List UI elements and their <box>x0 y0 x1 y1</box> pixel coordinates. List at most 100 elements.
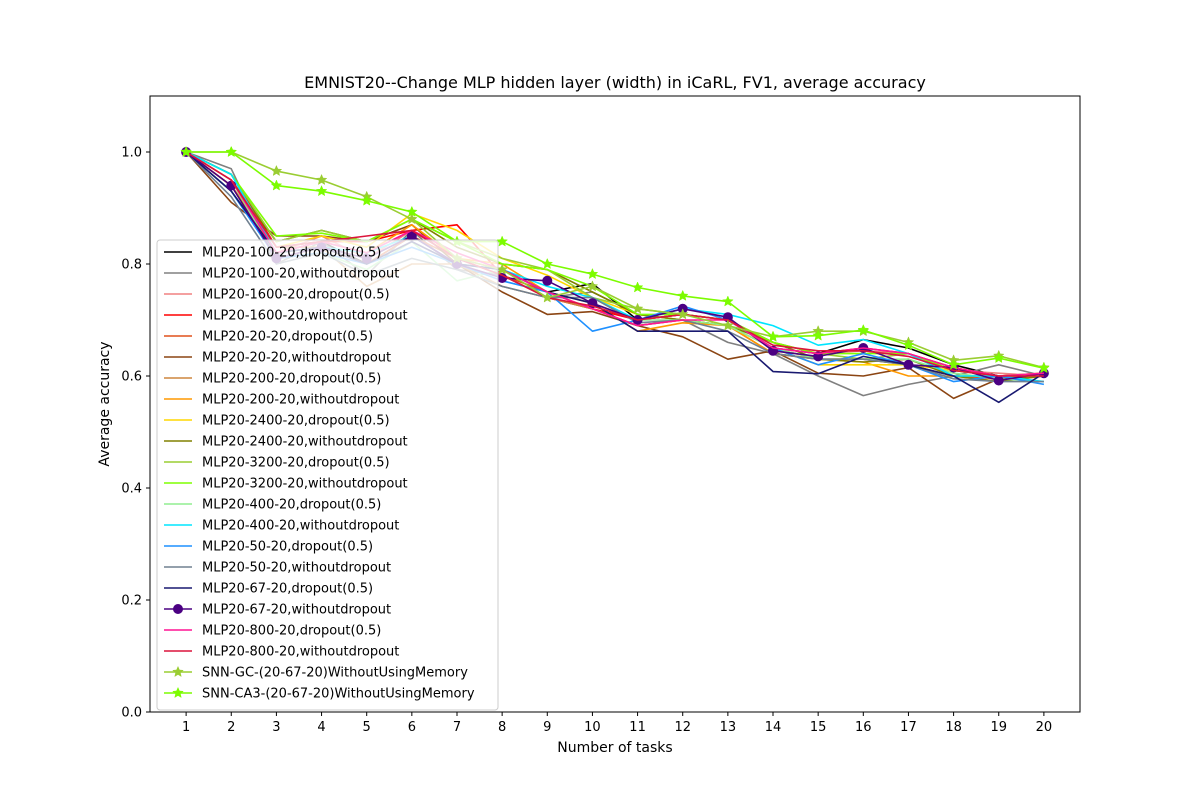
legend-entry: MLP20-2400-20,withoutdropout <box>164 435 408 450</box>
series-point <box>631 281 644 293</box>
series-point <box>180 145 192 157</box>
legend-label: MLP20-1600-20,dropout(0.5) <box>202 288 390 303</box>
legend-label: MLP20-3200-20,dropout(0.5) <box>202 456 390 471</box>
legend-label: MLP20-2400-20,withoutdropout <box>202 435 408 450</box>
series-point <box>315 173 328 185</box>
series-point <box>947 358 960 370</box>
legend-entry: MLP20-20-20,dropout(0.5) <box>164 330 373 345</box>
x-tick-label: 18 <box>945 720 962 735</box>
x-tick-label: 11 <box>629 720 646 735</box>
series-point <box>542 275 553 286</box>
legend-entry: SNN-CA3-(20-67-20)WithoutUsingMemory <box>164 687 475 702</box>
x-tick-label: 7 <box>453 720 461 735</box>
series-point <box>812 329 825 341</box>
legend-label: MLP20-800-20,withoutdropout <box>202 645 399 660</box>
legend-label: MLP20-100-20,withoutdropout <box>202 267 399 282</box>
series-6 <box>185 151 1044 400</box>
legend-marker <box>172 686 184 698</box>
series-point <box>903 359 914 370</box>
series-line <box>185 151 1044 377</box>
legend-entry: MLP20-400-20,withoutdropout <box>164 519 399 534</box>
chart-title: EMNIST20--Change MLP hidden layer (width… <box>304 73 926 92</box>
legend-label: MLP20-3200-20,withoutdropout <box>202 477 408 492</box>
legend-marker <box>173 604 183 614</box>
x-tick-label: 12 <box>674 720 691 735</box>
series-point <box>813 351 824 362</box>
series-12 <box>185 151 1044 377</box>
series-point <box>586 280 599 292</box>
series-point <box>315 185 328 197</box>
x-tick-label: 2 <box>227 720 235 735</box>
legend-entry: MLP20-20-20,withoutdropout <box>164 351 391 366</box>
series-point <box>270 179 283 191</box>
x-tick-label: 16 <box>855 720 872 735</box>
x-tick-label: 20 <box>1036 720 1053 735</box>
series-point <box>992 351 1005 364</box>
x-tick-label: 8 <box>498 720 506 735</box>
legend-label: MLP20-400-20,withoutdropout <box>202 519 399 534</box>
legend-entry: MLP20-50-20,dropout(0.5) <box>164 540 373 555</box>
legend-label: MLP20-200-20,withoutdropout <box>202 393 399 408</box>
series-point <box>541 291 554 303</box>
x-tick-label: 9 <box>543 720 551 735</box>
legend-entry: MLP20-400-20,dropout(0.5) <box>164 498 381 513</box>
legend-entry: MLP20-100-20,dropout(0.5) <box>164 246 381 261</box>
legend-entry: SNN-GC-(20-67-20)WithoutUsingMemory <box>164 666 468 681</box>
legend-entry: MLP20-200-20,dropout(0.5) <box>164 372 381 387</box>
series-line <box>185 151 1044 377</box>
series-11 <box>185 151 1044 377</box>
series-9 <box>185 151 1044 377</box>
series-point <box>270 164 283 177</box>
series-point <box>676 289 689 301</box>
legend-label: MLP20-50-20,withoutdropout <box>202 561 391 576</box>
series-line <box>185 151 1044 377</box>
legend-entry: MLP20-100-20,withoutdropout <box>164 267 399 282</box>
legend-entry: MLP20-67-20,withoutdropout <box>164 603 391 618</box>
legend-entry: MLP20-2400-20,dropout(0.5) <box>164 414 390 429</box>
legend-label: MLP20-50-20,dropout(0.5) <box>202 540 373 555</box>
series-point <box>993 375 1004 386</box>
x-tick-label: 6 <box>408 720 416 735</box>
plot-frame <box>149 95 1081 713</box>
series-point <box>857 323 870 336</box>
x-tick-label: 17 <box>900 720 917 735</box>
legend-entry: MLP20-67-20,dropout(0.5) <box>164 582 373 597</box>
legend-label: MLP20-100-20,dropout(0.5) <box>202 246 381 261</box>
legend-label: MLP20-800-20,dropout(0.5) <box>202 624 381 639</box>
y-tick-label: 1.0 <box>121 146 142 161</box>
x-tick-label: 10 <box>584 720 601 735</box>
series-point <box>541 257 554 269</box>
x-tick-label: 14 <box>765 720 782 735</box>
series-line <box>186 151 1045 369</box>
series-point <box>360 194 373 206</box>
y-tick-label: 0.4 <box>121 482 142 497</box>
series-line <box>185 151 1044 400</box>
legend-label: MLP20-20-20,withoutdropout <box>202 351 391 366</box>
series-point <box>631 302 644 314</box>
x-tick-label: 4 <box>317 720 325 735</box>
legend-label: MLP20-67-20,dropout(0.5) <box>202 582 373 597</box>
legend-entry: MLP20-1600-20,dropout(0.5) <box>164 288 390 303</box>
legend-entry: MLP20-3200-20,withoutdropout <box>164 477 408 492</box>
legend-box <box>156 239 499 711</box>
legend-label: MLP20-2400-20,dropout(0.5) <box>202 414 390 429</box>
series-point <box>1038 362 1050 374</box>
legend-entry: MLP20-800-20,withoutdropout <box>164 645 399 660</box>
series-point <box>225 145 238 157</box>
legend-entry: MLP20-3200-20,dropout(0.5) <box>164 456 390 471</box>
legend: MLP20-100-20,dropout(0.5) MLP20-100-20,wi… <box>156 239 499 711</box>
legend-entry: MLP20-1600-20,withoutdropout <box>164 309 408 324</box>
legend-entry: MLP20-50-20,withoutdropout <box>164 561 391 576</box>
series-point <box>496 235 508 247</box>
series-line <box>186 151 1045 369</box>
series-point <box>767 330 779 342</box>
series-point <box>722 319 734 331</box>
series-point <box>902 339 915 351</box>
legend-label: MLP20-1600-20,withoutdropout <box>202 309 408 324</box>
x-tick-label: 13 <box>720 720 737 735</box>
legend-label: MLP20-67-20,withoutdropout <box>202 603 391 618</box>
legend-label: SNN-GC-(20-67-20)WithoutUsingMemory <box>202 666 468 681</box>
legend-label: MLP20-200-20,dropout(0.5) <box>202 372 381 387</box>
legend-entry: MLP20-800-20,dropout(0.5) <box>164 624 381 639</box>
